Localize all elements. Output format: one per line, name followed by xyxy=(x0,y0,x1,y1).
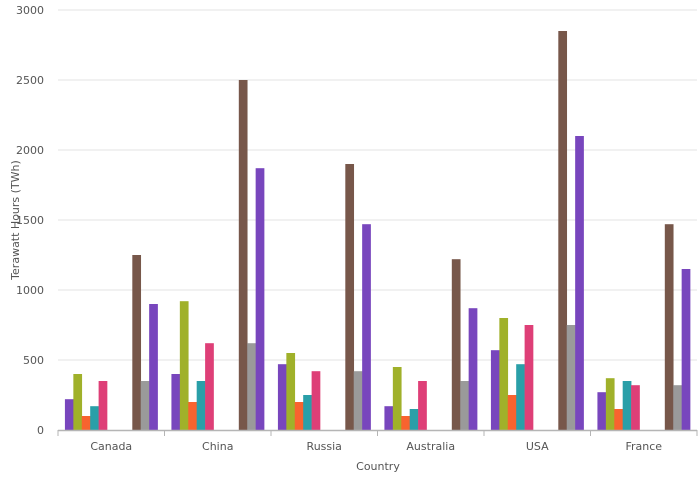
bar xyxy=(81,416,91,430)
bar xyxy=(286,353,296,430)
bar xyxy=(631,385,640,430)
bar xyxy=(73,374,83,430)
bar xyxy=(673,385,682,430)
bar xyxy=(303,395,312,430)
bar xyxy=(418,381,427,430)
bar xyxy=(205,343,214,430)
bar xyxy=(277,364,287,430)
bar xyxy=(149,304,158,430)
x-tick-label: China xyxy=(202,440,233,453)
y-tick-label: 500 xyxy=(23,354,44,367)
bar xyxy=(409,409,419,430)
y-axis-title: Terawatt Hours (TWh) xyxy=(9,160,22,281)
bar xyxy=(255,168,265,430)
y-axis-ticks: 0 500 1000 1500 2000 2500 3000 xyxy=(16,4,44,437)
bar xyxy=(294,402,304,430)
bar xyxy=(362,224,371,430)
bar xyxy=(90,406,99,430)
bar xyxy=(451,259,461,430)
bar xyxy=(507,395,517,430)
x-tick-label: USA xyxy=(526,440,549,453)
bar xyxy=(524,325,534,430)
x-tick-label: Russia xyxy=(307,440,342,453)
bar xyxy=(188,402,197,430)
bar xyxy=(597,392,607,430)
bar xyxy=(392,367,402,430)
bar xyxy=(179,301,189,430)
bar xyxy=(238,80,248,430)
y-tick-label: 1000 xyxy=(16,284,44,297)
bar xyxy=(196,381,206,430)
x-tick-label: France xyxy=(625,440,662,453)
y-tick-label: 1500 xyxy=(16,214,44,227)
bar xyxy=(558,31,568,430)
bar xyxy=(516,364,525,430)
bar xyxy=(614,409,623,430)
y-tick-label: 3000 xyxy=(16,4,44,17)
bar xyxy=(64,399,74,430)
bar xyxy=(140,381,150,430)
bar xyxy=(353,371,363,430)
bar xyxy=(171,374,181,430)
bar xyxy=(605,378,615,430)
y-tick-label: 2000 xyxy=(16,144,44,157)
bar xyxy=(98,381,108,430)
bar xyxy=(384,406,394,430)
bar xyxy=(345,164,355,430)
y-tick-label: 0 xyxy=(37,424,44,437)
bar xyxy=(468,308,478,430)
x-tick-label: Canada xyxy=(90,440,132,453)
bar xyxy=(499,318,509,430)
x-axis: Canada China Russia Australia USA France xyxy=(57,429,698,453)
bar xyxy=(664,224,674,430)
bar xyxy=(311,371,321,430)
y-tick-label: 2500 xyxy=(16,74,44,87)
bar xyxy=(575,136,584,430)
bar xyxy=(401,416,410,430)
bar xyxy=(622,381,632,430)
bar xyxy=(247,343,256,430)
bar xyxy=(490,350,500,430)
bar xyxy=(566,325,576,430)
bars xyxy=(64,31,691,430)
bar xyxy=(132,255,142,430)
bar xyxy=(460,381,469,430)
x-tick-label: Australia xyxy=(406,440,455,453)
bar xyxy=(681,269,691,430)
gridlines xyxy=(58,9,697,361)
x-axis-title: Country xyxy=(356,460,400,473)
